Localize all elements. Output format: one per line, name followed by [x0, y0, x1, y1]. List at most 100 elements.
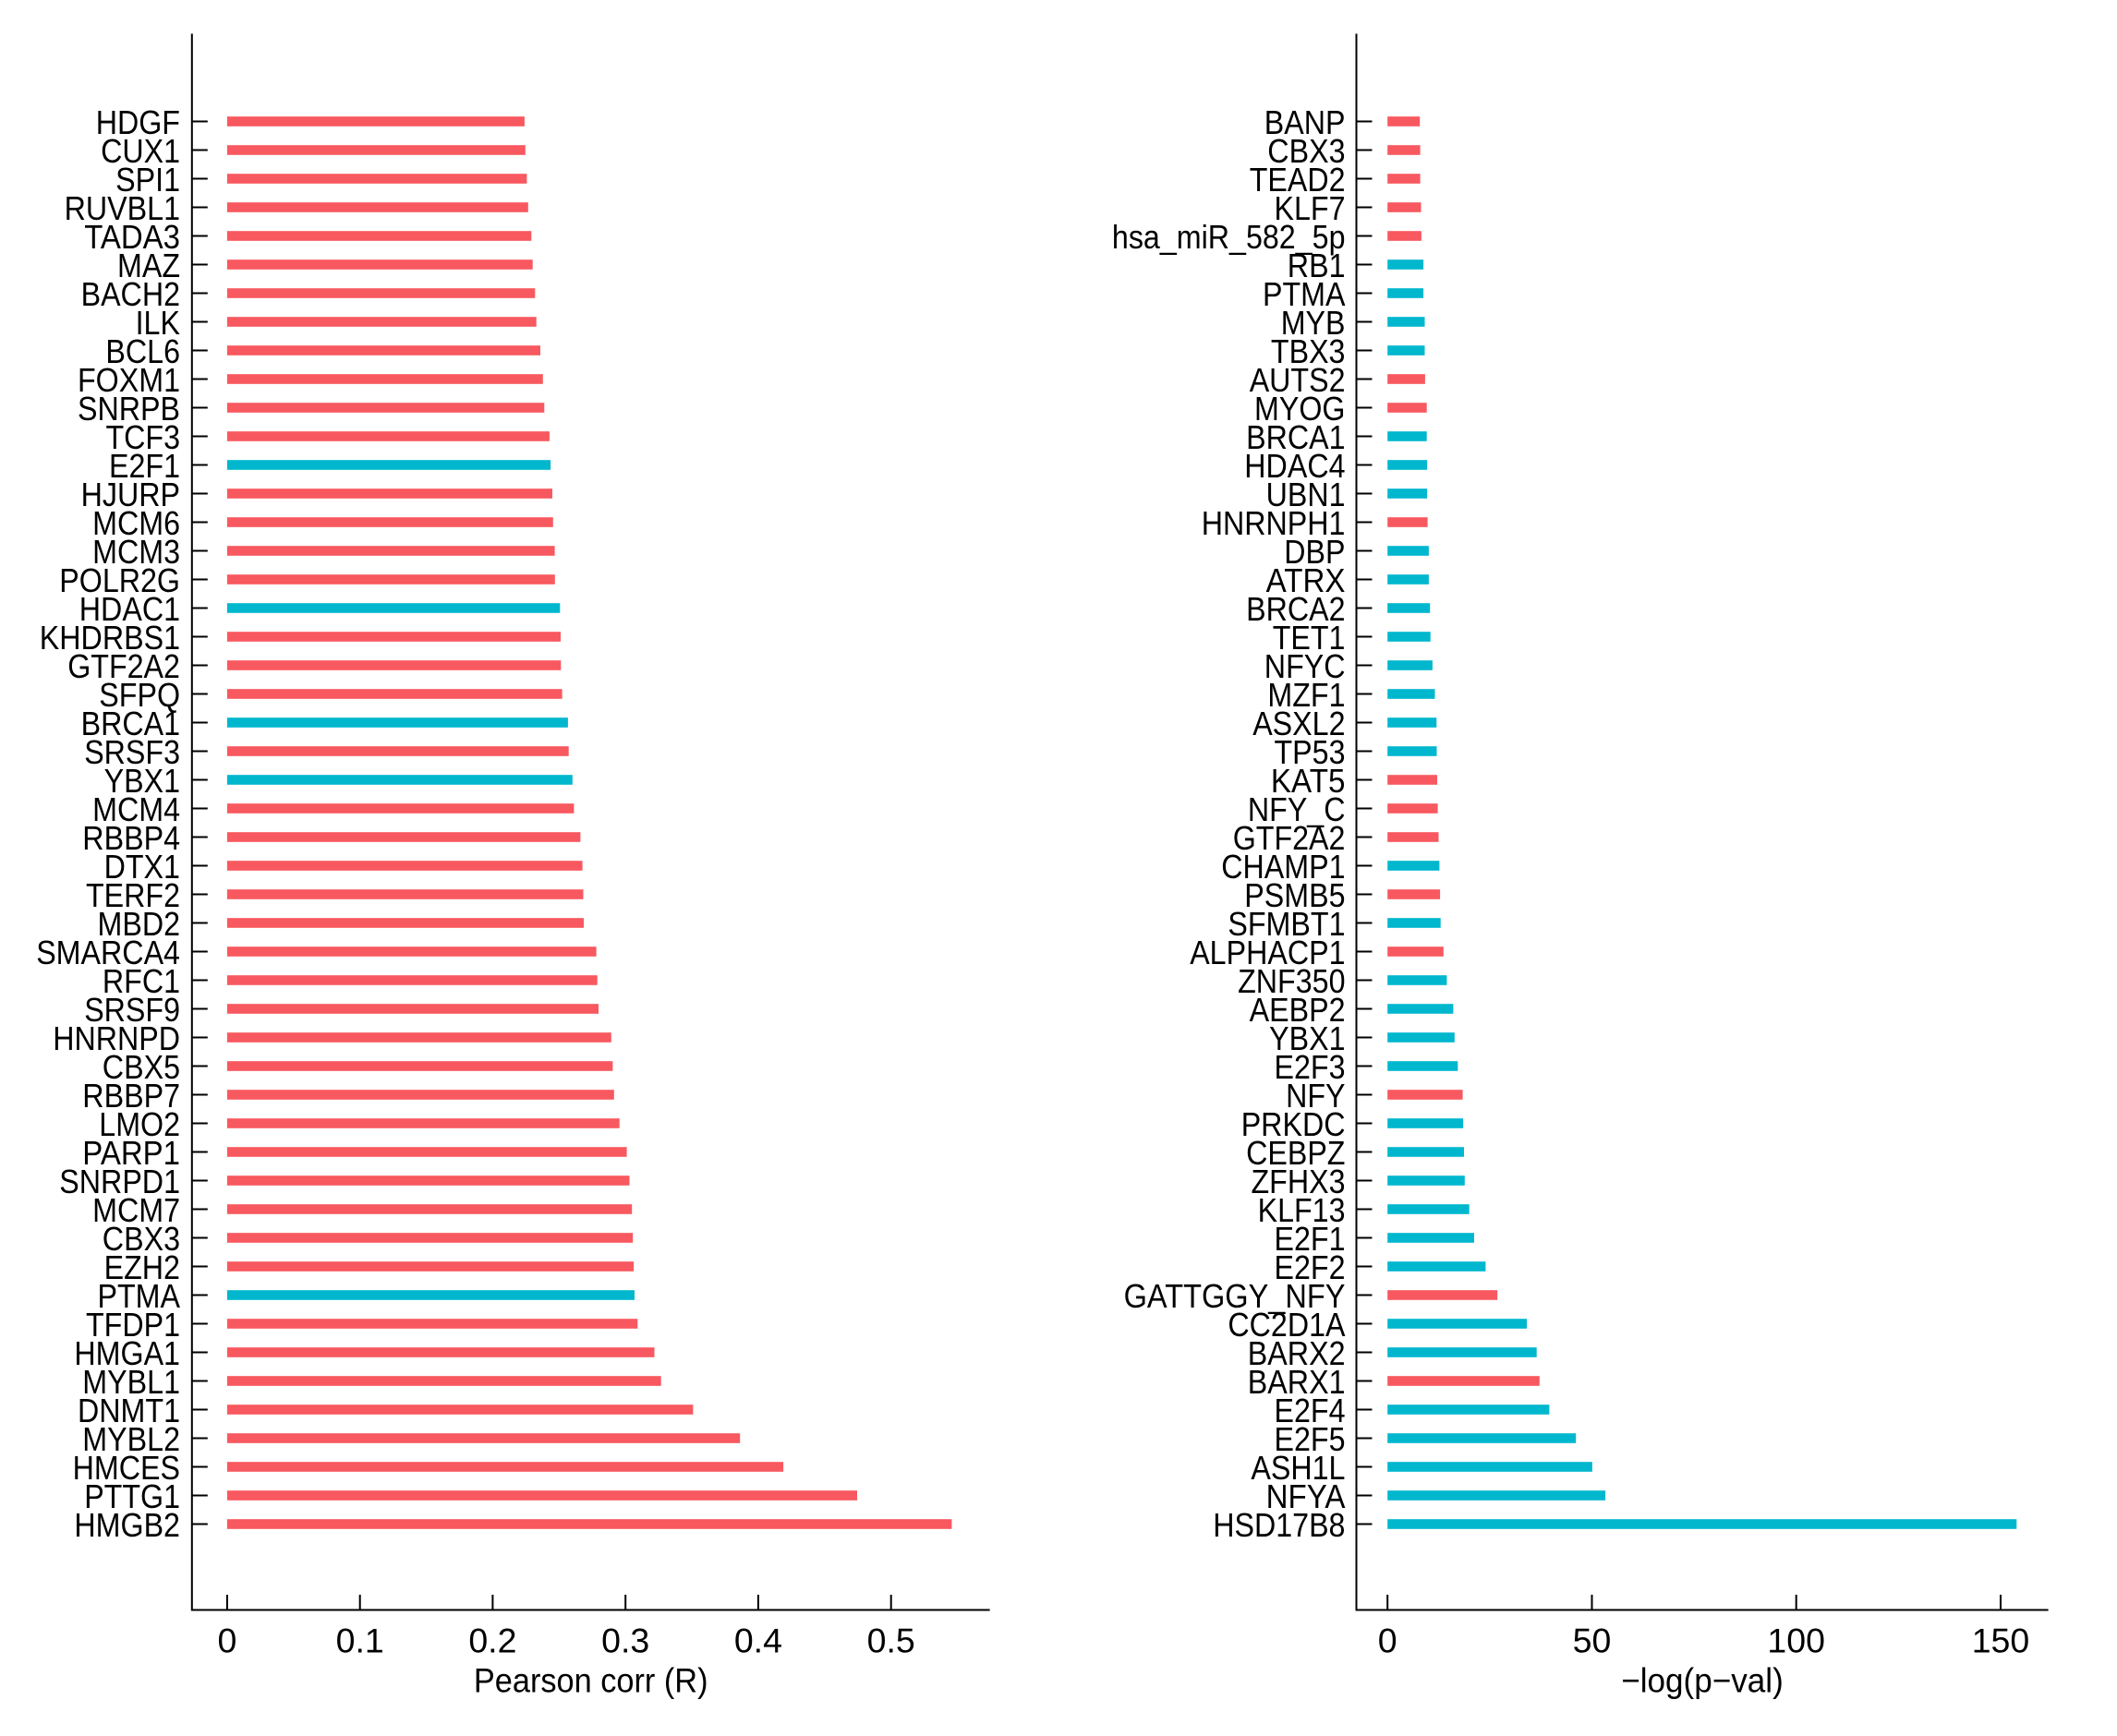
svg-text:E2F4: E2F4 [1275, 1392, 1346, 1429]
svg-text:ATRX: ATRX [1266, 561, 1346, 599]
svg-text:HDGF: HDGF [96, 103, 180, 141]
svg-text:TBX3: TBX3 [1271, 332, 1346, 370]
svg-text:SMARCA4: SMARCA4 [36, 934, 180, 971]
svg-text:MYOG: MYOG [1254, 390, 1346, 428]
svg-text:hsa_miR_582_5p: hsa_miR_582_5p [1112, 218, 1346, 256]
svg-text:0.3: 0.3 [601, 1621, 649, 1660]
svg-text:CBX3: CBX3 [103, 1220, 180, 1258]
svg-text:BARX1: BARX1 [1248, 1363, 1346, 1401]
svg-text:HSD17B8: HSD17B8 [1213, 1506, 1345, 1544]
svg-text:MCM4: MCM4 [92, 790, 180, 828]
svg-text:RBBP4: RBBP4 [82, 819, 180, 857]
svg-text:BRCA1: BRCA1 [1246, 418, 1345, 456]
svg-text:PRKDC: PRKDC [1241, 1105, 1346, 1143]
svg-text:POLR2G: POLR2G [59, 561, 180, 599]
svg-text:GTF2A2: GTF2A2 [1233, 819, 1346, 857]
svg-text:−log(p−val): −log(p−val) [1621, 1662, 1784, 1700]
svg-text:MYBL2: MYBL2 [82, 1420, 180, 1458]
svg-text:MAZ: MAZ [117, 247, 180, 284]
svg-text:AUTS2: AUTS2 [1250, 361, 1346, 399]
svg-text:ILK: ILK [136, 304, 180, 342]
svg-text:GTF2A2: GTF2A2 [67, 647, 180, 685]
svg-text:ZFHX3: ZFHX3 [1252, 1163, 1346, 1200]
svg-text:TP53: TP53 [1275, 733, 1346, 771]
svg-text:0.4: 0.4 [734, 1621, 782, 1660]
svg-text:SFPQ: SFPQ [99, 676, 180, 714]
svg-text:E2F2: E2F2 [1275, 1248, 1346, 1286]
svg-text:MCM3: MCM3 [92, 533, 180, 571]
svg-text:NFYA: NFYA [1266, 1477, 1346, 1515]
svg-text:TERF2: TERF2 [86, 876, 180, 914]
svg-text:HMGB2: HMGB2 [74, 1506, 180, 1544]
svg-text:HMCES: HMCES [73, 1449, 180, 1487]
svg-text:AEBP2: AEBP2 [1250, 991, 1346, 1029]
svg-text:50: 50 [1573, 1621, 1612, 1660]
svg-text:ALPHACP1: ALPHACP1 [1190, 934, 1345, 971]
svg-text:BCL6: BCL6 [105, 332, 180, 370]
svg-text:BANP: BANP [1264, 103, 1346, 141]
svg-text:0: 0 [217, 1621, 236, 1660]
svg-text:E2F3: E2F3 [1275, 1048, 1346, 1086]
svg-text:SNRPD1: SNRPD1 [59, 1163, 180, 1200]
svg-text:0.2: 0.2 [468, 1621, 516, 1660]
svg-text:MYBL1: MYBL1 [82, 1363, 180, 1401]
svg-text:TADA3: TADA3 [84, 218, 180, 256]
svg-text:HJURP: HJURP [81, 476, 180, 513]
svg-text:HNRNPD: HNRNPD [53, 1019, 180, 1057]
svg-text:BACH2: BACH2 [81, 275, 180, 313]
svg-text:SFMBT1: SFMBT1 [1228, 905, 1345, 943]
svg-text:150: 150 [1972, 1621, 2030, 1660]
svg-text:MBD2: MBD2 [98, 905, 181, 943]
svg-text:YBX1: YBX1 [1269, 1019, 1345, 1057]
svg-text:KHDRBS1: KHDRBS1 [40, 619, 180, 657]
svg-text:SNRPB: SNRPB [78, 390, 180, 428]
svg-text:CC2D1A: CC2D1A [1228, 1306, 1345, 1344]
svg-text:CBX3: CBX3 [1267, 132, 1345, 170]
svg-text:0.1: 0.1 [336, 1621, 384, 1660]
svg-text:TEAD2: TEAD2 [1250, 161, 1346, 199]
svg-text:E2F1: E2F1 [109, 447, 180, 485]
svg-text:BARX2: BARX2 [1248, 1334, 1346, 1372]
svg-text:TET1: TET1 [1273, 619, 1346, 657]
svg-text:KLF13: KLF13 [1258, 1191, 1346, 1229]
svg-text:SPI1: SPI1 [115, 161, 180, 199]
svg-text:RBBP7: RBBP7 [82, 1077, 180, 1115]
svg-text:RFC1: RFC1 [103, 962, 180, 1000]
svg-text:E2F5: E2F5 [1275, 1420, 1346, 1458]
svg-text:0.5: 0.5 [867, 1621, 915, 1660]
svg-text:GATTGGY_NFY: GATTGGY_NFY [1124, 1277, 1346, 1315]
svg-text:DBP: DBP [1284, 533, 1345, 571]
svg-text:DTX1: DTX1 [104, 848, 180, 886]
svg-text:MCM7: MCM7 [92, 1191, 180, 1229]
svg-text:TCF3: TCF3 [106, 418, 181, 456]
svg-text:CBX5: CBX5 [103, 1048, 180, 1086]
svg-text:PSMB5: PSMB5 [1244, 876, 1345, 914]
svg-text:ASH1L: ASH1L [1251, 1449, 1345, 1487]
svg-text:HMGA1: HMGA1 [74, 1334, 180, 1372]
svg-text:SRSF3: SRSF3 [84, 733, 180, 771]
svg-text:HDAC4: HDAC4 [1244, 447, 1345, 485]
svg-text:E2F1: E2F1 [1275, 1220, 1346, 1258]
svg-text:KAT5: KAT5 [1271, 762, 1346, 800]
svg-text:BRCA1: BRCA1 [81, 705, 180, 742]
svg-text:NFY: NFY [1286, 1077, 1345, 1115]
svg-text:NFYC: NFYC [1264, 647, 1346, 685]
svg-text:PTMA: PTMA [1263, 275, 1346, 313]
svg-text:RUVBL1: RUVBL1 [65, 189, 180, 227]
svg-text:CUX1: CUX1 [101, 132, 180, 170]
svg-text:MZF1: MZF1 [1267, 676, 1345, 714]
svg-text:Pearson corr (R): Pearson corr (R) [474, 1662, 708, 1700]
svg-text:CHAMP1: CHAMP1 [1221, 848, 1345, 886]
svg-text:EZH2: EZH2 [104, 1248, 180, 1286]
svg-text:UBN1: UBN1 [1266, 476, 1346, 513]
svg-text:SRSF9: SRSF9 [84, 991, 180, 1029]
svg-text:HNRNPH1: HNRNPH1 [1202, 504, 1346, 542]
svg-text:PARP1: PARP1 [82, 1134, 180, 1172]
svg-text:100: 100 [1767, 1621, 1825, 1660]
svg-text:YBX1: YBX1 [104, 762, 180, 800]
svg-text:NFY_C: NFY_C [1248, 790, 1346, 828]
svg-text:0: 0 [1378, 1621, 1397, 1660]
svg-text:MCM6: MCM6 [92, 504, 180, 542]
svg-text:BRCA2: BRCA2 [1246, 590, 1345, 628]
svg-text:PTTG1: PTTG1 [84, 1477, 180, 1515]
